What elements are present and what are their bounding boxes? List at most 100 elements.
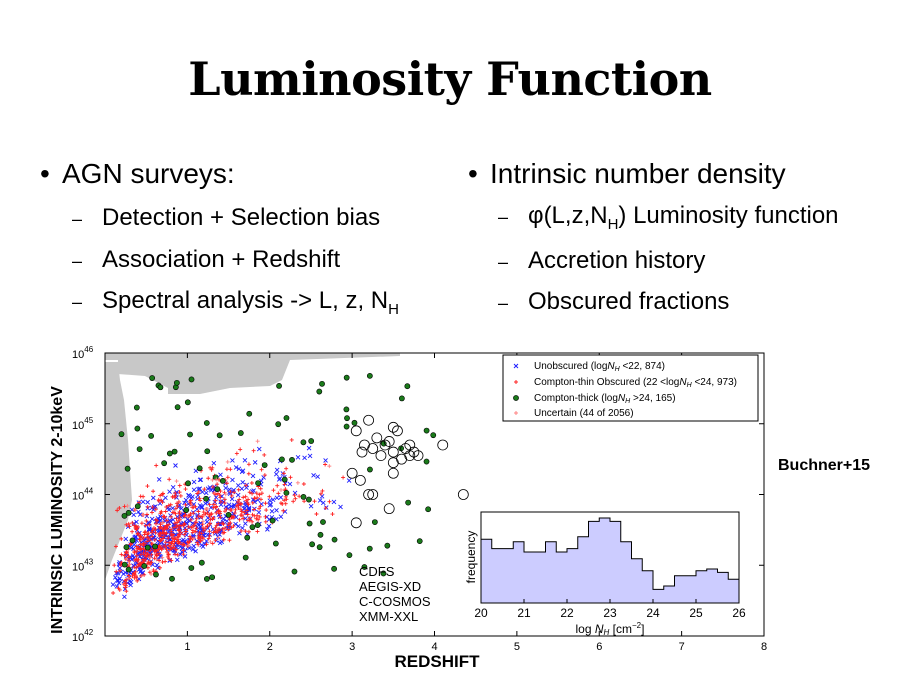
- data-point: [150, 505, 155, 510]
- data-point: [118, 568, 123, 573]
- data-point: [323, 458, 328, 463]
- data-point: [145, 565, 150, 570]
- data-point: [281, 471, 286, 476]
- right-sub-label: φ(L,z,N: [528, 202, 608, 229]
- data-point: [177, 509, 182, 514]
- data-point: [223, 526, 228, 531]
- inset-x-tick-label: 25: [689, 606, 703, 620]
- data-point: [127, 524, 132, 529]
- data-point: [185, 544, 190, 549]
- data-point: [202, 487, 207, 492]
- data-point: [153, 571, 159, 578]
- data-point: [186, 524, 191, 529]
- highlight-circle: [437, 439, 449, 451]
- left-sub-label: Spectral analysis -> L, z, N: [102, 287, 389, 314]
- data-point: [187, 493, 193, 499]
- data-point: [138, 494, 143, 499]
- data-point: [250, 491, 255, 496]
- data-point: [166, 503, 171, 508]
- data-point: [243, 516, 248, 521]
- data-point: [263, 519, 268, 524]
- data-point: [157, 384, 164, 391]
- data-point: [221, 537, 226, 542]
- data-point: [269, 517, 276, 524]
- data-point: [154, 562, 160, 568]
- data-point: [138, 542, 143, 547]
- data-point: [247, 490, 252, 495]
- highlight-circle: [404, 439, 416, 451]
- data-point: [319, 491, 324, 496]
- survey-label: C-COSMOS: [359, 594, 431, 609]
- data-point: [227, 538, 232, 543]
- data-point: [267, 494, 272, 499]
- data-point: [292, 490, 298, 496]
- data-point: [216, 535, 221, 540]
- data-point: [230, 477, 235, 483]
- data-point: [308, 438, 315, 444]
- bullet-dot: •: [40, 158, 50, 189]
- data-point: [145, 539, 150, 544]
- data-point: [136, 531, 141, 536]
- data-point: [121, 512, 128, 519]
- data-point: [254, 522, 261, 529]
- dash-glyph: –: [72, 292, 83, 312]
- inset-x-tick-label: 20: [474, 606, 488, 620]
- data-point: [148, 555, 153, 560]
- data-point: [423, 427, 430, 434]
- data-point: [246, 529, 251, 534]
- data-point: [239, 528, 244, 533]
- data-point: [229, 493, 234, 498]
- data-point: [183, 529, 188, 534]
- data-point: [196, 486, 201, 492]
- data-point: [176, 527, 181, 532]
- data-point: [319, 380, 325, 387]
- data-point: [226, 502, 232, 508]
- data-point: [252, 507, 257, 512]
- data-point: [234, 451, 239, 456]
- data-point: [117, 506, 122, 511]
- left-sub-item: – Spectral analysis -> L, z, NH: [72, 287, 399, 318]
- data-point: [161, 536, 166, 541]
- data-point: [193, 529, 198, 534]
- right-sub-item: – Accretion history: [498, 247, 705, 275]
- data-point: [156, 477, 162, 482]
- data-point: [243, 521, 248, 526]
- data-point: [205, 506, 210, 511]
- data-point: [185, 540, 190, 545]
- data-point: [338, 504, 343, 510]
- data-point: [164, 524, 169, 529]
- data-point: [214, 477, 219, 482]
- data-point: [398, 395, 405, 402]
- data-point: [315, 474, 320, 479]
- data-point: [143, 557, 148, 562]
- data-point: [125, 566, 132, 573]
- data-point: [177, 515, 182, 520]
- data-point: [157, 558, 162, 563]
- highlight-circle: [367, 443, 379, 454]
- data-point: [213, 495, 219, 500]
- data-point: [191, 543, 197, 549]
- data-point: [226, 527, 231, 532]
- data-point: [237, 497, 242, 502]
- data-point: [241, 495, 246, 500]
- data-point: [210, 484, 215, 489]
- data-point: [151, 568, 156, 573]
- data-point: [267, 498, 273, 503]
- data-point: [176, 532, 181, 537]
- data-point: [331, 565, 338, 572]
- data-point: [327, 499, 332, 504]
- data-point: [209, 574, 216, 581]
- data-point: [301, 481, 306, 486]
- data-point: [157, 532, 162, 537]
- data-point: [166, 536, 171, 541]
- data-point: [146, 527, 152, 533]
- data-point: [132, 565, 137, 570]
- data-point: [144, 518, 149, 523]
- data-point: [187, 534, 192, 539]
- highlight-circle: [346, 467, 358, 479]
- data-point: [138, 535, 143, 540]
- legend-marker: [513, 363, 519, 369]
- subscript: H: [607, 216, 619, 233]
- data-point: [222, 509, 227, 514]
- data-point: [167, 556, 172, 561]
